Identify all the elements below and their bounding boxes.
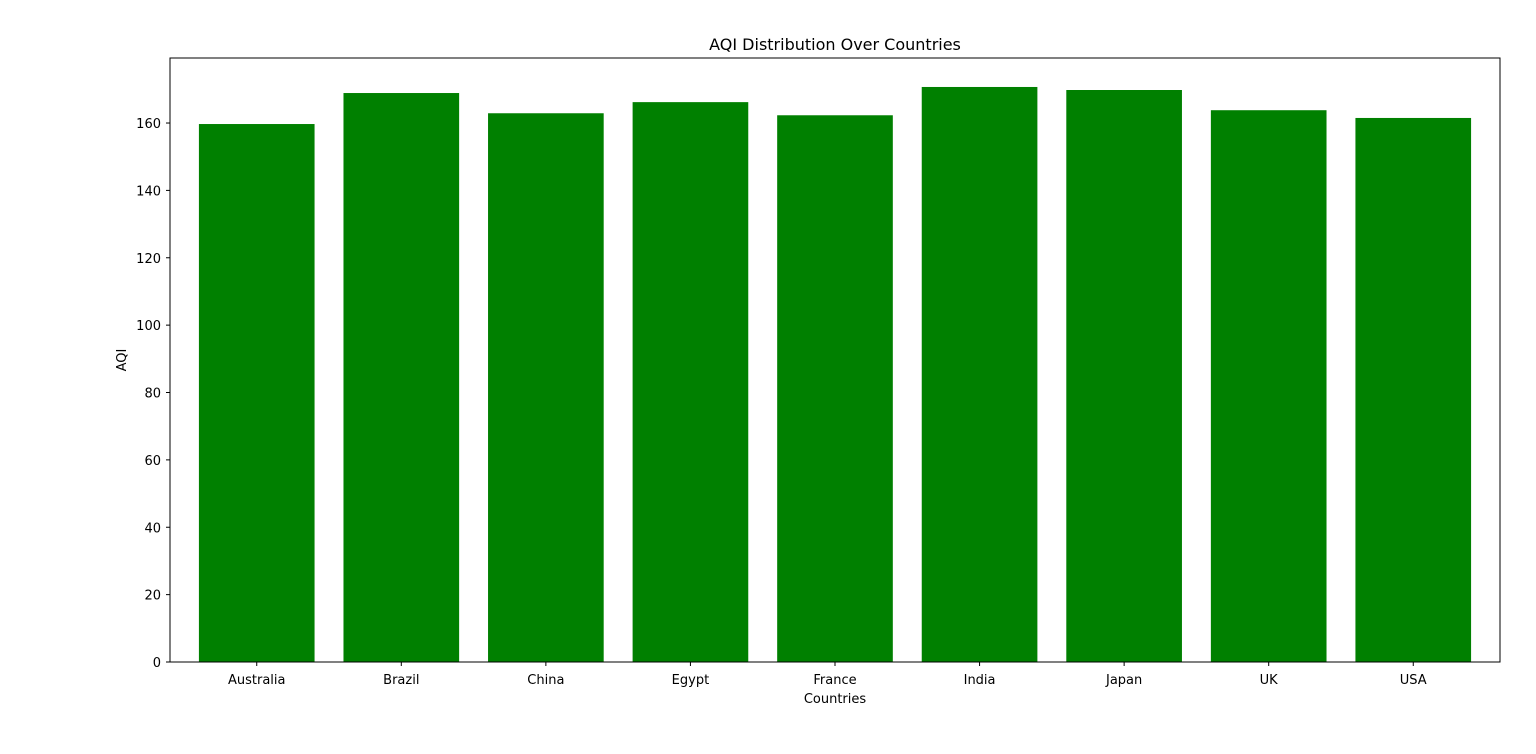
x-tick-label: China: [527, 673, 564, 688]
bars-layer: [198, 86, 1472, 663]
y-axis-title: AQI: [115, 349, 130, 372]
bar-australia: [198, 124, 315, 662]
x-tick-label: Brazil: [383, 673, 419, 688]
bar-china: [488, 113, 604, 662]
y-tick-label: 20: [144, 589, 161, 604]
x-axis-title: Countries: [804, 692, 867, 707]
y-tick-label: 80: [144, 387, 161, 402]
bar-japan: [1066, 90, 1182, 662]
bar-uk: [1210, 110, 1327, 662]
bar-brazil: [343, 93, 460, 662]
x-tick-label: Australia: [228, 673, 286, 688]
y-tick-label: 0: [153, 656, 161, 671]
x-axis-ticks: Australia Brazil China Egypt France India Japa…: [228, 662, 1427, 688]
y-tick-label: 40: [144, 521, 161, 536]
y-tick-label: 120: [136, 252, 161, 267]
chart-title: AQI Distribution Over Countries: [709, 35, 961, 54]
x-tick-label: UK: [1260, 673, 1279, 688]
y-tick-label: 100: [136, 319, 161, 334]
bar-usa: [1355, 117, 1472, 662]
x-tick-label: India: [964, 673, 996, 688]
plot-area-frame: [169, 57, 1501, 663]
bar-india: [921, 86, 1038, 663]
y-tick-label: 160: [136, 117, 161, 132]
x-tick-label: France: [813, 673, 856, 688]
y-tick-label: 60: [144, 454, 161, 469]
y-tick-label: 140: [136, 184, 161, 199]
x-tick-label: Japan: [1105, 673, 1142, 688]
y-axis-ticks: 0 20 40 60 80 100 120 140 160: [136, 117, 170, 671]
x-tick-label: USA: [1400, 673, 1427, 688]
bar-france: [777, 115, 893, 662]
bar-egypt: [632, 102, 749, 662]
x-tick-label: Egypt: [672, 673, 710, 688]
